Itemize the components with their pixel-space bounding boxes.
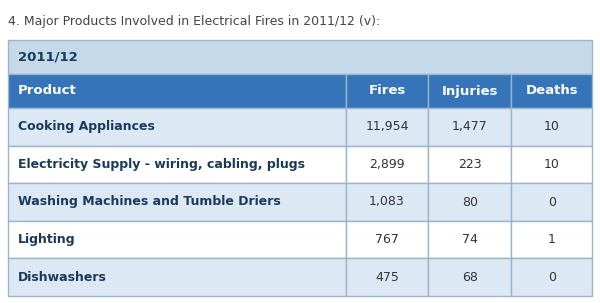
Text: 223: 223 bbox=[458, 158, 482, 171]
Text: 74: 74 bbox=[462, 233, 478, 246]
Text: 80: 80 bbox=[462, 195, 478, 208]
Text: 1: 1 bbox=[548, 233, 556, 246]
Bar bbox=[511, 74, 592, 108]
Text: Product: Product bbox=[18, 85, 77, 98]
Bar bbox=[428, 183, 511, 221]
Text: Injuries: Injuries bbox=[442, 85, 498, 98]
Text: Electricity Supply - wiring, cabling, plugs: Electricity Supply - wiring, cabling, pl… bbox=[18, 158, 305, 171]
Bar bbox=[428, 74, 511, 108]
Bar bbox=[8, 183, 346, 221]
Text: 10: 10 bbox=[544, 120, 560, 133]
Bar bbox=[428, 221, 511, 258]
Text: 475: 475 bbox=[375, 271, 399, 284]
Bar bbox=[346, 108, 428, 146]
Text: 4. Major Products Involved in Electrical Fires in 2011/12 (v):: 4. Major Products Involved in Electrical… bbox=[8, 15, 380, 28]
Text: 1,477: 1,477 bbox=[452, 120, 488, 133]
Bar bbox=[511, 258, 592, 296]
Text: Deaths: Deaths bbox=[526, 85, 578, 98]
Text: Fires: Fires bbox=[368, 85, 406, 98]
Bar bbox=[346, 146, 428, 183]
Bar bbox=[346, 74, 428, 108]
Text: 0: 0 bbox=[548, 271, 556, 284]
Bar bbox=[346, 221, 428, 258]
Bar bbox=[428, 146, 511, 183]
Bar bbox=[511, 146, 592, 183]
Text: Cooking Appliances: Cooking Appliances bbox=[18, 120, 155, 133]
Bar bbox=[511, 221, 592, 258]
Bar bbox=[8, 221, 346, 258]
Bar bbox=[511, 108, 592, 146]
Text: Dishwashers: Dishwashers bbox=[18, 271, 107, 284]
Text: 1,083: 1,083 bbox=[369, 195, 405, 208]
Text: 767: 767 bbox=[375, 233, 399, 246]
Text: 0: 0 bbox=[548, 195, 556, 208]
Text: 11,954: 11,954 bbox=[365, 120, 409, 133]
Text: Washing Machines and Tumble Driers: Washing Machines and Tumble Driers bbox=[18, 195, 281, 208]
Text: Lighting: Lighting bbox=[18, 233, 76, 246]
Bar bbox=[428, 258, 511, 296]
Text: 10: 10 bbox=[544, 158, 560, 171]
Bar bbox=[8, 74, 346, 108]
Bar bbox=[8, 108, 346, 146]
Bar bbox=[428, 108, 511, 146]
Bar bbox=[346, 183, 428, 221]
Text: 2,899: 2,899 bbox=[369, 158, 405, 171]
Text: 68: 68 bbox=[462, 271, 478, 284]
Bar bbox=[8, 258, 346, 296]
Bar bbox=[8, 146, 346, 183]
Bar bbox=[346, 258, 428, 296]
Text: 2011/12: 2011/12 bbox=[18, 51, 78, 64]
Bar bbox=[8, 40, 592, 74]
Bar bbox=[511, 183, 592, 221]
